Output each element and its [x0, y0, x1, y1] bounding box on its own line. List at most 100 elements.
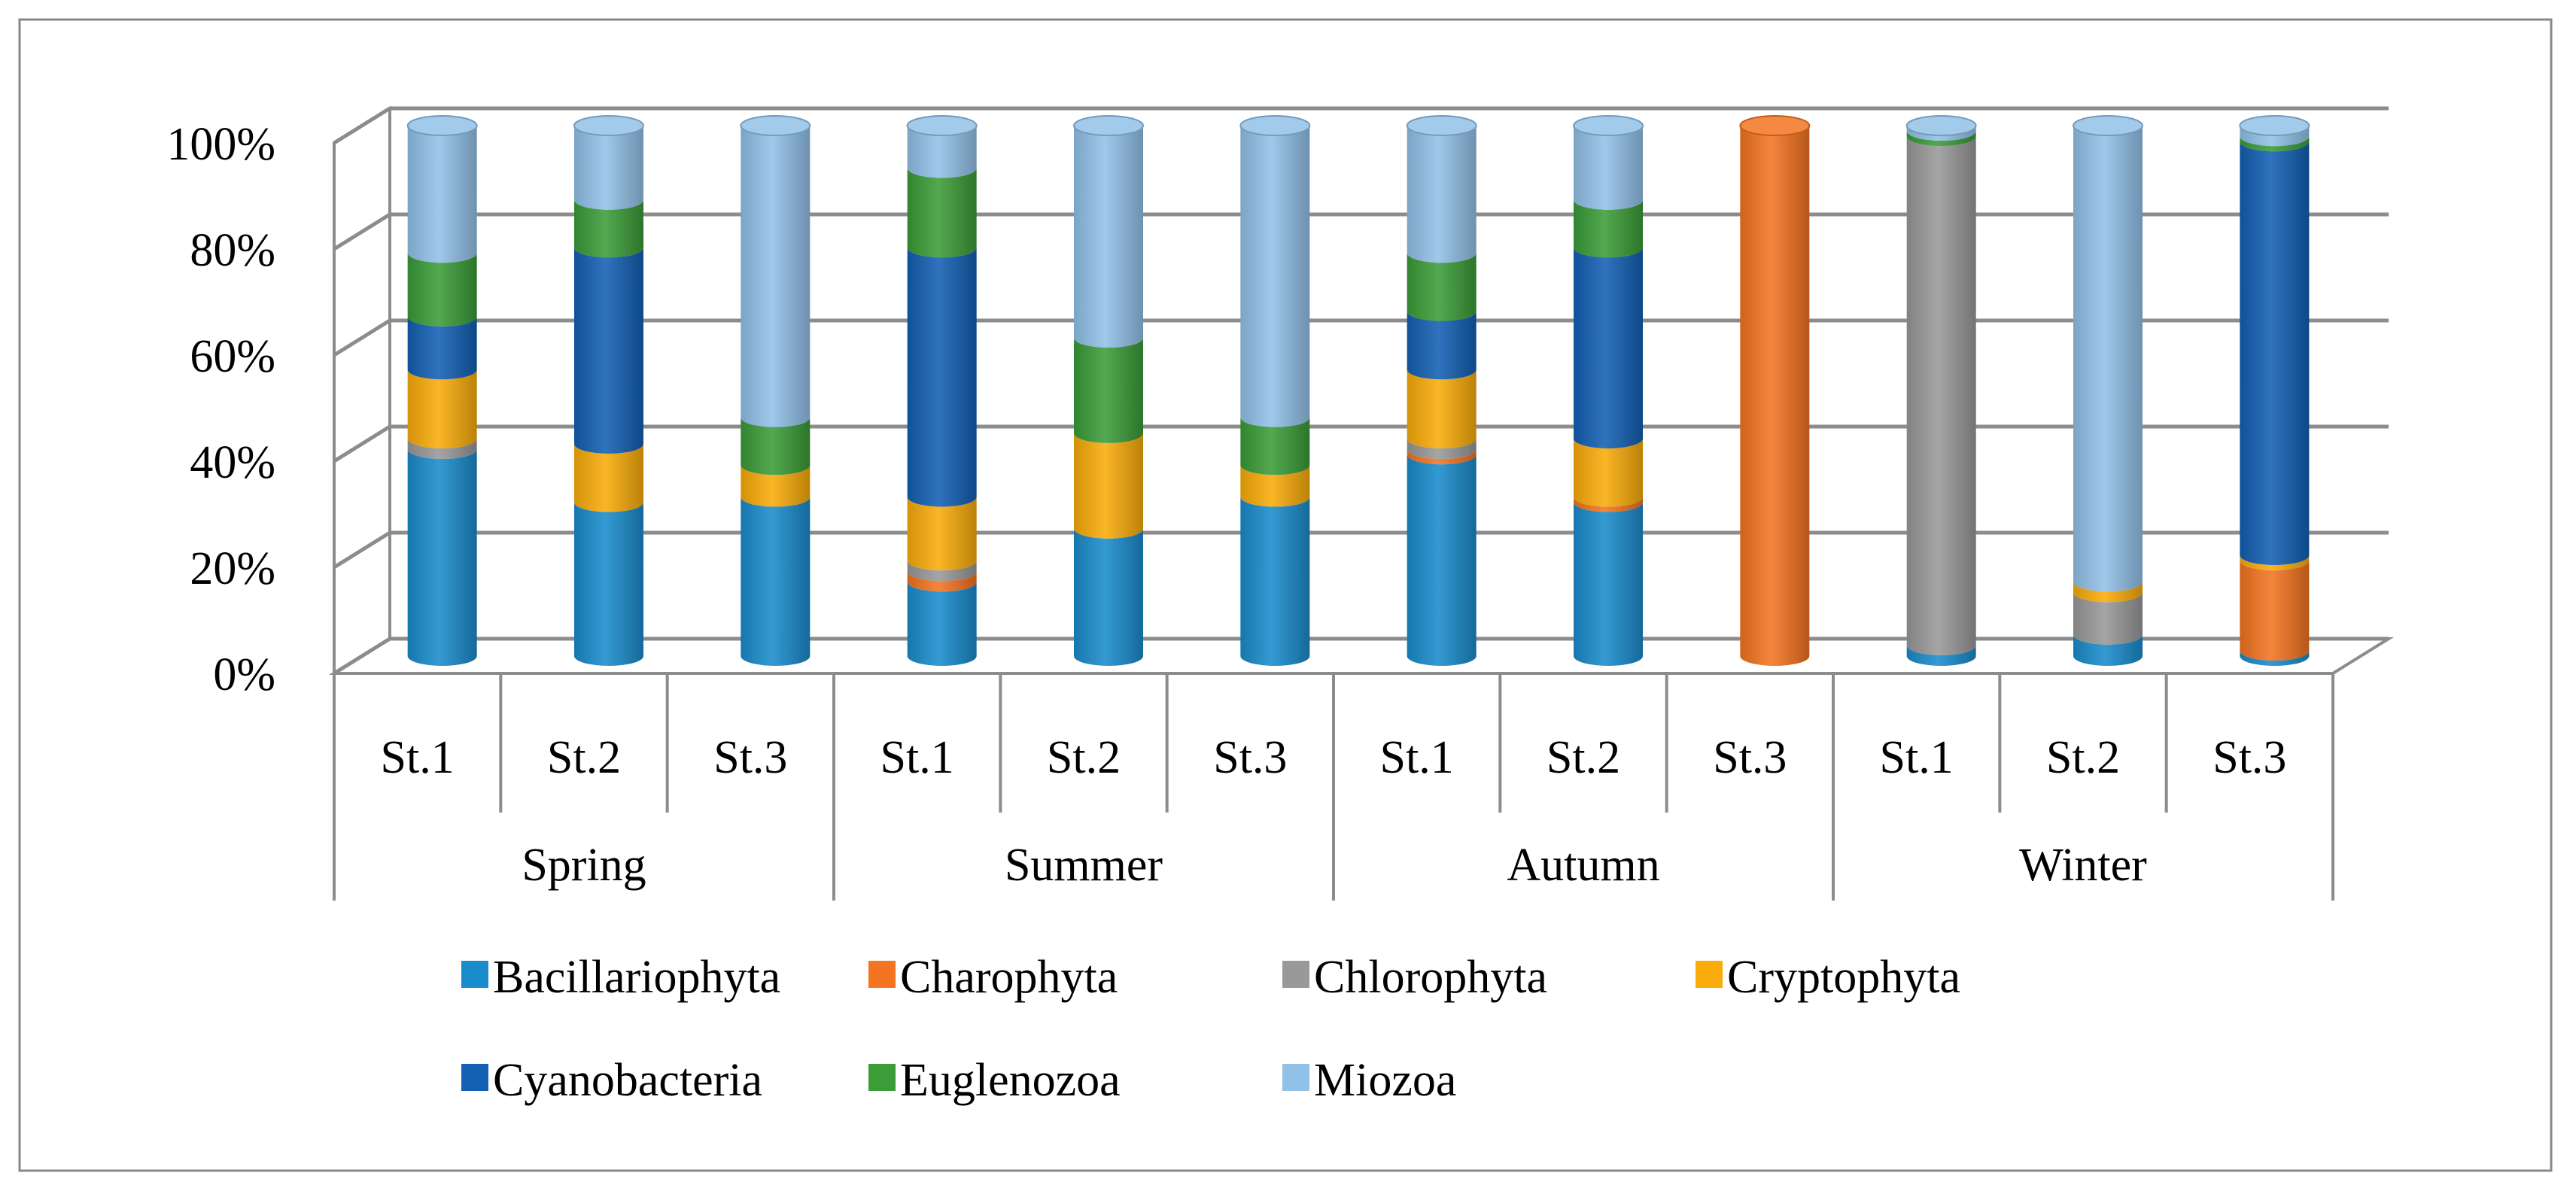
bar-segment: [1574, 199, 1643, 258]
bar-segment: [1074, 338, 1143, 443]
bar-segment: [1906, 136, 1976, 655]
bar-segment: [741, 465, 811, 507]
bar-segment: [1407, 253, 1477, 321]
x-tick-label: St.1: [1380, 732, 1454, 783]
bar-cap: [1239, 115, 1311, 136]
legend-label: Miozoa: [1314, 1055, 1456, 1106]
x-tick-label: St.2: [1047, 732, 1121, 783]
stacked-bar: [1739, 115, 1811, 667]
legend-item: Euglenozoa: [868, 1055, 1121, 1106]
x-axis: St.1 St.2 St.3 Spring St.1 St.2 St.3 Summer St.1…: [333, 673, 2334, 901]
legend-label: Charophyta: [900, 952, 1118, 1003]
bar-segment: [907, 497, 977, 571]
x-tick-label: St.3: [1213, 732, 1287, 783]
bar-segment: [1074, 433, 1143, 539]
y-axis: 0% 20% 40% 60% 80% 100%: [166, 119, 275, 700]
bar-segment: [1574, 502, 1643, 666]
bar-segment: [1240, 465, 1310, 507]
bar-segment: [2240, 555, 2310, 571]
bar-segment: [574, 248, 643, 454]
bar-segment: [1906, 126, 1976, 141]
y-tick-label: 0%: [213, 649, 275, 700]
legend-label: Chlorophyta: [1314, 952, 1547, 1003]
legend-swatch: [868, 961, 896, 988]
bars: [406, 115, 2310, 667]
bar-segment: [1574, 497, 1643, 512]
stacked-bar: [1905, 115, 1977, 667]
bar-cap: [906, 115, 978, 136]
x-group-label: Autumn: [1507, 840, 1659, 891]
bar-segment: [1240, 126, 1310, 427]
plot-walls: [328, 105, 2395, 676]
x-tick-label: St.2: [2046, 732, 2120, 783]
bar-segment: [2240, 141, 2310, 566]
bar-segment: [1074, 528, 1143, 666]
stacked-bar: [2239, 115, 2310, 667]
y-tick-label: 100%: [166, 119, 275, 170]
gridlines: [333, 106, 2389, 676]
x-tick-label: St.3: [713, 732, 787, 783]
legend-swatch: [1282, 1064, 1309, 1091]
bar-cap: [1406, 115, 1477, 136]
bar-cap: [406, 115, 478, 136]
bar-cap: [1739, 115, 1811, 136]
bar-segment: [2073, 126, 2143, 592]
bar-segment: [407, 126, 477, 263]
bar-segment: [2073, 582, 2143, 603]
bar-segment: [407, 316, 477, 380]
x-tick-label: St.2: [1547, 732, 1620, 783]
legend-item: Cyanobacteria: [461, 1055, 762, 1106]
legend-item: Bacillariophyta: [461, 952, 780, 1003]
legend-swatch: [868, 1064, 896, 1091]
x-tick-label: St.1: [880, 732, 954, 783]
x-tick-label: St.3: [1713, 732, 1787, 783]
bar-segment: [1240, 417, 1310, 475]
side-wall: [333, 105, 391, 676]
y-tick-label: 40%: [190, 437, 275, 488]
bar-segment: [907, 571, 977, 592]
bar-segment: [2240, 561, 2310, 661]
bar-segment: [907, 582, 977, 667]
bar-segment: [1574, 126, 1643, 210]
bar-segment: [1407, 454, 1477, 667]
bar-segment: [574, 126, 643, 210]
stacked-bar: [1406, 115, 1477, 667]
stacked-bar: [1239, 115, 1311, 667]
legend: Bacillariophyta Charophyta Chlorophyta Cryp…: [461, 952, 1960, 1106]
gridline-diagonal: [333, 318, 391, 357]
bar-cap: [740, 115, 811, 136]
y-tick-label: 60%: [190, 331, 275, 382]
bar-segment: [574, 199, 643, 258]
stacked-bar: [406, 115, 478, 667]
bar-segment: [2240, 650, 2310, 667]
bar-segment: [1574, 248, 1643, 448]
bar-cap: [2073, 115, 2143, 136]
bar-segment: [574, 502, 643, 666]
bar-cap: [2239, 115, 2310, 136]
legend-item: Chlorophyta: [1282, 952, 1547, 1003]
legend-label: Euglenozoa: [900, 1055, 1121, 1106]
bar-cap: [573, 115, 644, 136]
bar-segment: [1574, 438, 1643, 507]
bar-segment: [1906, 131, 1976, 147]
x-tick-label: St.1: [381, 732, 455, 783]
bar-segment: [2240, 136, 2310, 152]
legend-label: Cyanobacteria: [493, 1055, 762, 1106]
bar-segment: [407, 253, 477, 327]
bar-segment: [1407, 311, 1477, 380]
legend-item: Charophyta: [868, 952, 1118, 1003]
bar-segment: [407, 369, 477, 448]
stacked-bar: [2073, 115, 2143, 666]
stacked-bar: [740, 115, 811, 666]
bar-cap: [1905, 115, 1977, 136]
stacked-bar: [906, 115, 978, 667]
bar-segment: [1407, 369, 1477, 448]
x-tick-label: St.1: [1880, 732, 1954, 783]
legend-swatch: [1282, 961, 1309, 988]
legend-item: Cryptophyta: [1696, 952, 1960, 1003]
gridline-diagonal: [333, 636, 391, 676]
bar-segment: [1074, 126, 1143, 348]
bar-segment: [1407, 126, 1477, 263]
x-tick-label: St.2: [547, 732, 621, 783]
